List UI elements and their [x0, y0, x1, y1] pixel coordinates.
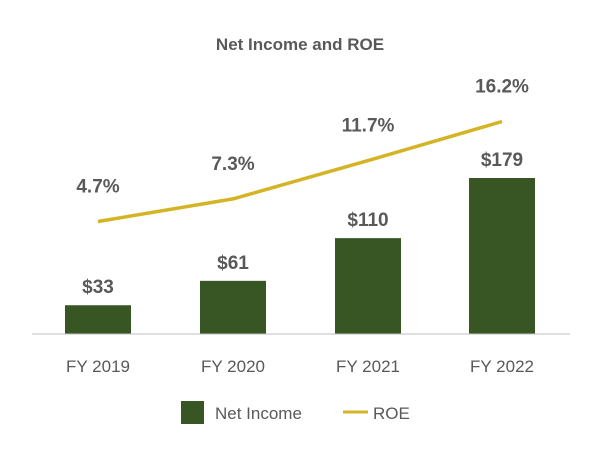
bar-fy-2021 — [335, 238, 401, 334]
roe-label-fy-2020: 7.3% — [211, 154, 254, 175]
bar-data-labels: $33 $61 $110 $179 — [82, 150, 523, 298]
legend-label-net-income: Net Income — [215, 404, 302, 423]
legend-swatch-net-income — [181, 401, 204, 424]
roe-label-fy-2021: 11.7% — [342, 116, 395, 137]
roe-label-fy-2019: 4.7% — [76, 177, 119, 198]
bars-layer — [65, 178, 535, 334]
bar-label-fy-2021: $110 — [347, 210, 388, 231]
x-tick-fy-2022: FY 2022 — [470, 357, 534, 376]
bar-label-fy-2020: $61 — [217, 253, 249, 274]
roe-line-layer — [97, 119, 503, 224]
x-tick-fy-2021: FY 2021 — [336, 357, 400, 376]
roe-line — [97, 119, 503, 224]
x-tick-labels: FY 2019 FY 2020 FY 2021 FY 2022 — [66, 357, 534, 376]
bar-fy-2022 — [469, 178, 535, 334]
bar-label-fy-2019: $33 — [82, 277, 114, 298]
bar-fy-2019 — [65, 305, 131, 334]
x-tick-fy-2019: FY 2019 — [66, 357, 130, 376]
bar-fy-2020 — [200, 280, 266, 334]
roe-label-fy-2022: 16.2% — [475, 77, 529, 98]
chart-title: Net Income and ROE — [216, 35, 384, 54]
legend-label-roe: ROE — [373, 404, 410, 423]
x-tick-fy-2020: FY 2020 — [201, 357, 265, 376]
bar-label-fy-2022: $179 — [481, 150, 523, 171]
legend: Net Income ROE — [181, 401, 410, 424]
roe-data-labels: 4.7% 7.3% 11.7% 16.2% — [76, 77, 529, 198]
